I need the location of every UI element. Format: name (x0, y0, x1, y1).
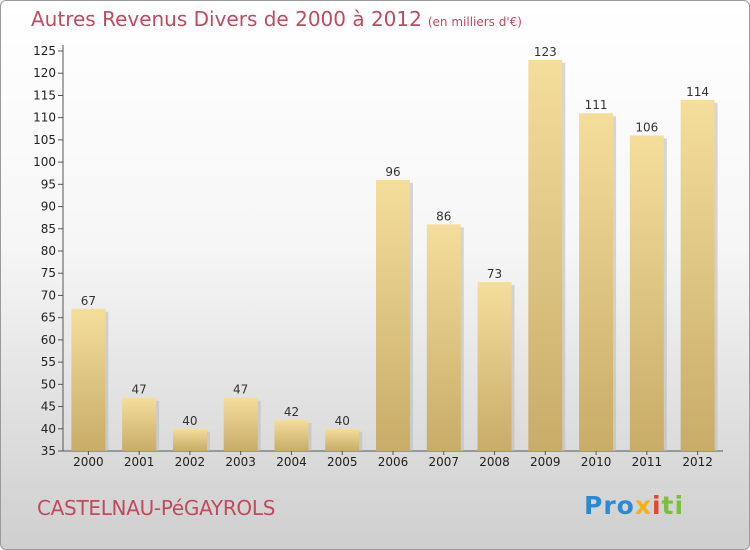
y-tick-label: 90 (41, 200, 56, 214)
y-tick-label: 110 (33, 111, 56, 125)
y-tick-label: 70 (41, 288, 56, 302)
bar (477, 282, 512, 451)
y-tick-label: 120 (33, 66, 56, 80)
bar (376, 179, 410, 451)
data-label: 40 (182, 414, 197, 428)
data-label: 111 (585, 98, 608, 112)
y-tick-label: 40 (41, 422, 56, 436)
y-tick-label: 65 (41, 311, 56, 325)
y-tick-label: 100 (33, 155, 56, 169)
data-label: 67 (81, 294, 96, 308)
bar (680, 99, 715, 451)
x-tick-label: 2005 (327, 455, 358, 469)
x-tick-label: 2006 (378, 455, 409, 469)
bar (71, 308, 106, 451)
bar (274, 419, 309, 451)
y-tick-label: 105 (33, 133, 56, 147)
data-label: 106 (635, 120, 658, 134)
x-tick-label: 2011 (632, 455, 663, 469)
x-tick-label: 2000 (73, 455, 104, 469)
x-tick-label: 2004 (276, 455, 307, 469)
data-label: 40 (335, 414, 350, 428)
bar (426, 224, 461, 451)
y-tick-label: 95 (41, 177, 56, 191)
y-tick-label: 85 (41, 222, 56, 236)
x-tick-label: 2010 (581, 455, 612, 469)
data-labels: 67 47 40 47 42 40 96 86 73 123 111 106 114 (81, 45, 709, 428)
bar (528, 59, 563, 452)
data-label: 73 (487, 267, 502, 281)
data-label: 42 (284, 405, 299, 419)
bar (325, 428, 360, 451)
data-label: 96 (385, 165, 400, 179)
data-label: 86 (436, 209, 451, 223)
x-tick-label: 2007 (428, 455, 459, 469)
proxiti-logo: Proxiti (584, 491, 685, 520)
axes: 35 40 45 50 55 60 65 70 75 80 85 90 95 100 105 110 115 12… (33, 44, 723, 469)
commune-name: CASTELNAU-PéGAYROLS (37, 496, 276, 520)
y-tick-label: 45 (41, 400, 56, 414)
bar (172, 428, 207, 451)
bar (122, 397, 157, 451)
x-tick-label: 2012 (682, 455, 713, 469)
y-tick-label: 35 (41, 444, 56, 458)
x-tick-label: 2001 (124, 455, 155, 469)
bar (579, 113, 614, 451)
y-tick-label: 55 (41, 355, 56, 369)
y-tick-label: 115 (33, 88, 56, 102)
bar (223, 397, 258, 451)
y-tick-label: 125 (33, 44, 56, 58)
data-label: 47 (132, 383, 147, 397)
y-tick-label: 60 (41, 333, 56, 347)
chart-title-unit: (en milliers d'€) (427, 15, 522, 29)
bars (71, 59, 718, 452)
x-tick-label: 2008 (479, 455, 510, 469)
x-tick-label: 2003 (225, 455, 256, 469)
data-label: 114 (686, 85, 709, 99)
data-label: 47 (233, 383, 248, 397)
chart-title-main: Autres Revenus Divers de 2000 à 2012 (31, 7, 422, 31)
y-tick-label: 50 (41, 377, 56, 391)
x-tick-label: 2009 (530, 455, 561, 469)
chart-title: Autres Revenus Divers de 2000 à 2012 (en … (31, 7, 522, 31)
y-tick-label: 75 (41, 266, 56, 280)
data-label: 123 (534, 45, 557, 59)
x-tick-label: 2002 (175, 455, 206, 469)
y-tick-label: 80 (41, 244, 56, 258)
bar (629, 135, 664, 451)
